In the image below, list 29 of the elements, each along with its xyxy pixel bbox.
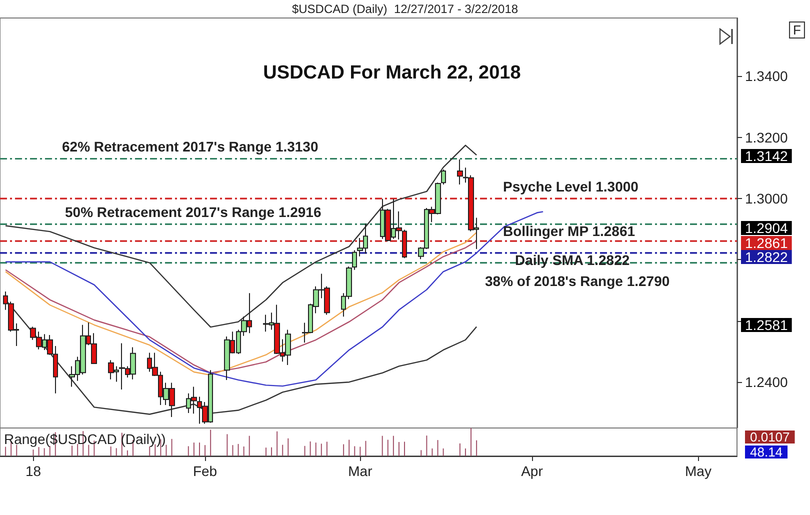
text: 0.0107 [750, 430, 790, 444]
ref-line-label: 50% Retracement 2017's Range 1.2916 [65, 204, 322, 220]
x-tick-label: 18 [25, 463, 42, 479]
candlestick [457, 158, 463, 185]
chart-subtitle: $USDCAD (Daily) 12/27/2017 - 3/22/2018 [292, 2, 518, 16]
y-tick-label: 1.2400 [745, 374, 788, 390]
y-tick-label: 1.3400 [745, 68, 788, 84]
text: F [793, 22, 802, 38]
x-tick-label: Mar [348, 463, 373, 479]
text: 48.14 [750, 444, 783, 460]
y-tick-label: 1.3000 [745, 190, 788, 207]
candlestick [441, 168, 446, 185]
y-tick-label: 1.3200 [745, 129, 788, 146]
x-tick-label: Apr [521, 463, 544, 479]
ref-line-label: 62% Retracement 2017's Range 1.3130 [62, 138, 318, 155]
ref-line-label: Bollinger MP 1.2861 [503, 223, 636, 240]
text: 1.2822 [745, 249, 788, 265]
ref-line-label: Psyche Level 1.3000 [503, 178, 639, 195]
x-tick-label: Feb [192, 463, 218, 479]
text: USDCAD For March 22, 2018 [263, 62, 521, 84]
text: 1.2861 [745, 235, 788, 251]
text: 1.3142 [745, 148, 788, 164]
text: 1.2904 [745, 220, 788, 236]
ref-line-label: Daily SMA 1.2822 [515, 252, 630, 268]
ref-line-label: 38% of 2018's Range 1.2790 [485, 272, 670, 289]
candlestick [352, 250, 357, 270]
text: 1.2581 [745, 317, 788, 333]
x-tick-label: May [684, 463, 712, 479]
candlestick [402, 229, 407, 259]
